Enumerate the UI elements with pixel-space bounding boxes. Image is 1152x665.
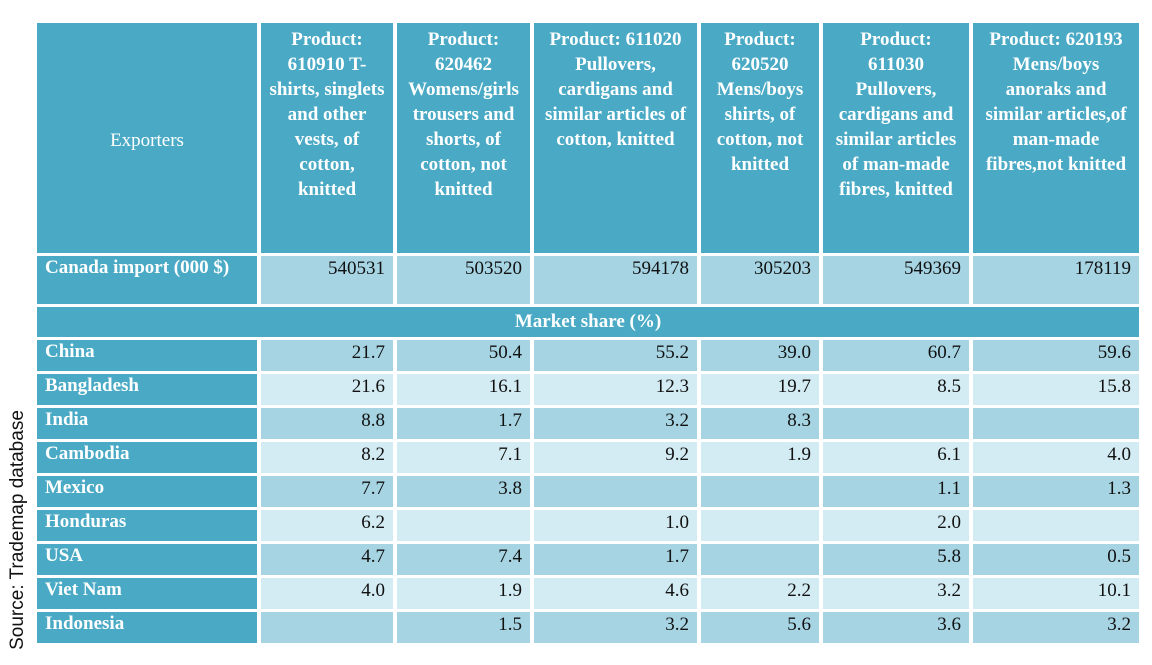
cell: 549369 <box>823 256 969 304</box>
cell: 6.2 <box>261 510 393 541</box>
header-exporters: Exporters <box>37 23 257 253</box>
cell: 16.1 <box>397 374 530 405</box>
market-share-row: Market share (%) <box>37 307 1139 337</box>
cell: 3.2 <box>534 408 697 439</box>
cell: 60.7 <box>823 340 969 371</box>
cell: 594178 <box>534 256 697 304</box>
header-product: Product: 611020 Pullovers, cardigans and… <box>534 23 697 253</box>
cell: 9.2 <box>534 442 697 473</box>
table-row: Bangladesh 21.6 16.1 12.3 19.7 8.5 15.8 <box>37 374 1139 405</box>
cell: 15.8 <box>973 374 1139 405</box>
cell: 540531 <box>261 256 393 304</box>
cell: 4.7 <box>261 544 393 575</box>
market-share-heading: Market share (%) <box>37 307 1139 337</box>
table-row: Viet Nam 4.0 1.9 4.6 2.2 3.2 10.1 <box>37 578 1139 609</box>
cell: 21.6 <box>261 374 393 405</box>
table-row: Cambodia 8.2 7.1 9.2 1.9 6.1 4.0 <box>37 442 1139 473</box>
row-label: Canada import (000 $) <box>37 256 257 304</box>
header-product: Product: 620193 Mens/boys anoraks and si… <box>973 23 1139 253</box>
country-label: USA <box>37 544 257 575</box>
cell <box>973 510 1139 541</box>
cell: 4.6 <box>534 578 697 609</box>
cell: 5.8 <box>823 544 969 575</box>
cell <box>397 510 530 541</box>
header-row: Exporters Product: 610910 T-shirts, sing… <box>37 23 1139 253</box>
cell <box>973 408 1139 439</box>
cell: 3.2 <box>534 612 697 643</box>
header-product: Product: 611030 Pullovers, cardigans and… <box>823 23 969 253</box>
country-label: India <box>37 408 257 439</box>
market-share-table: Exporters Product: 610910 T-shirts, sing… <box>33 20 1143 646</box>
cell: 8.8 <box>261 408 393 439</box>
cell: 1.7 <box>397 408 530 439</box>
table-row: Indonesia 1.5 3.2 5.6 3.6 3.2 <box>37 612 1139 643</box>
country-label: Cambodia <box>37 442 257 473</box>
cell: 3.2 <box>973 612 1139 643</box>
table-row: USA 4.7 7.4 1.7 5.8 0.5 <box>37 544 1139 575</box>
cell: 7.7 <box>261 476 393 507</box>
canada-import-row: Canada import (000 $) 540531 503520 5941… <box>37 256 1139 304</box>
cell: 8.2 <box>261 442 393 473</box>
cell <box>261 612 393 643</box>
cell: 7.4 <box>397 544 530 575</box>
table-row: Mexico 7.7 3.8 1.1 1.3 <box>37 476 1139 507</box>
cell: 6.1 <box>823 442 969 473</box>
country-label: China <box>37 340 257 371</box>
cell: 0.5 <box>973 544 1139 575</box>
cell: 55.2 <box>534 340 697 371</box>
cell: 10.1 <box>973 578 1139 609</box>
cell: 8.5 <box>823 374 969 405</box>
cell <box>701 510 819 541</box>
cell: 1.3 <box>973 476 1139 507</box>
country-label: Viet Nam <box>37 578 257 609</box>
cell: 1.0 <box>534 510 697 541</box>
cell <box>823 408 969 439</box>
cell: 1.9 <box>397 578 530 609</box>
country-label: Bangladesh <box>37 374 257 405</box>
cell: 503520 <box>397 256 530 304</box>
cell: 3.2 <box>823 578 969 609</box>
source-note: Source: Trademap database <box>7 410 28 650</box>
cell: 1.1 <box>823 476 969 507</box>
cell: 3.6 <box>823 612 969 643</box>
cell <box>701 544 819 575</box>
cell: 2.2 <box>701 578 819 609</box>
country-label: Honduras <box>37 510 257 541</box>
cell: 3.8 <box>397 476 530 507</box>
cell: 4.0 <box>261 578 393 609</box>
cell: 39.0 <box>701 340 819 371</box>
table-row: India 8.8 1.7 3.2 8.3 <box>37 408 1139 439</box>
cell: 50.4 <box>397 340 530 371</box>
cell: 1.7 <box>534 544 697 575</box>
cell: 5.6 <box>701 612 819 643</box>
table-row: Honduras 6.2 1.0 2.0 <box>37 510 1139 541</box>
cell: 8.3 <box>701 408 819 439</box>
cell: 178119 <box>973 256 1139 304</box>
cell: 19.7 <box>701 374 819 405</box>
cell: 21.7 <box>261 340 393 371</box>
cell: 7.1 <box>397 442 530 473</box>
table-row: China 21.7 50.4 55.2 39.0 60.7 59.6 <box>37 340 1139 371</box>
cell: 1.5 <box>397 612 530 643</box>
header-product: Product: 620462 Womens/girls trousers an… <box>397 23 530 253</box>
cell: 12.3 <box>534 374 697 405</box>
cell: 2.0 <box>823 510 969 541</box>
cell <box>534 476 697 507</box>
cell: 1.9 <box>701 442 819 473</box>
header-product: Product: 620520 Mens/boys shirts, of cot… <box>701 23 819 253</box>
country-label: Mexico <box>37 476 257 507</box>
cell: 305203 <box>701 256 819 304</box>
cell <box>701 476 819 507</box>
header-product: Product: 610910 T-shirts, singlets and o… <box>261 23 393 253</box>
country-label: Indonesia <box>37 612 257 643</box>
cell: 59.6 <box>973 340 1139 371</box>
cell: 4.0 <box>973 442 1139 473</box>
